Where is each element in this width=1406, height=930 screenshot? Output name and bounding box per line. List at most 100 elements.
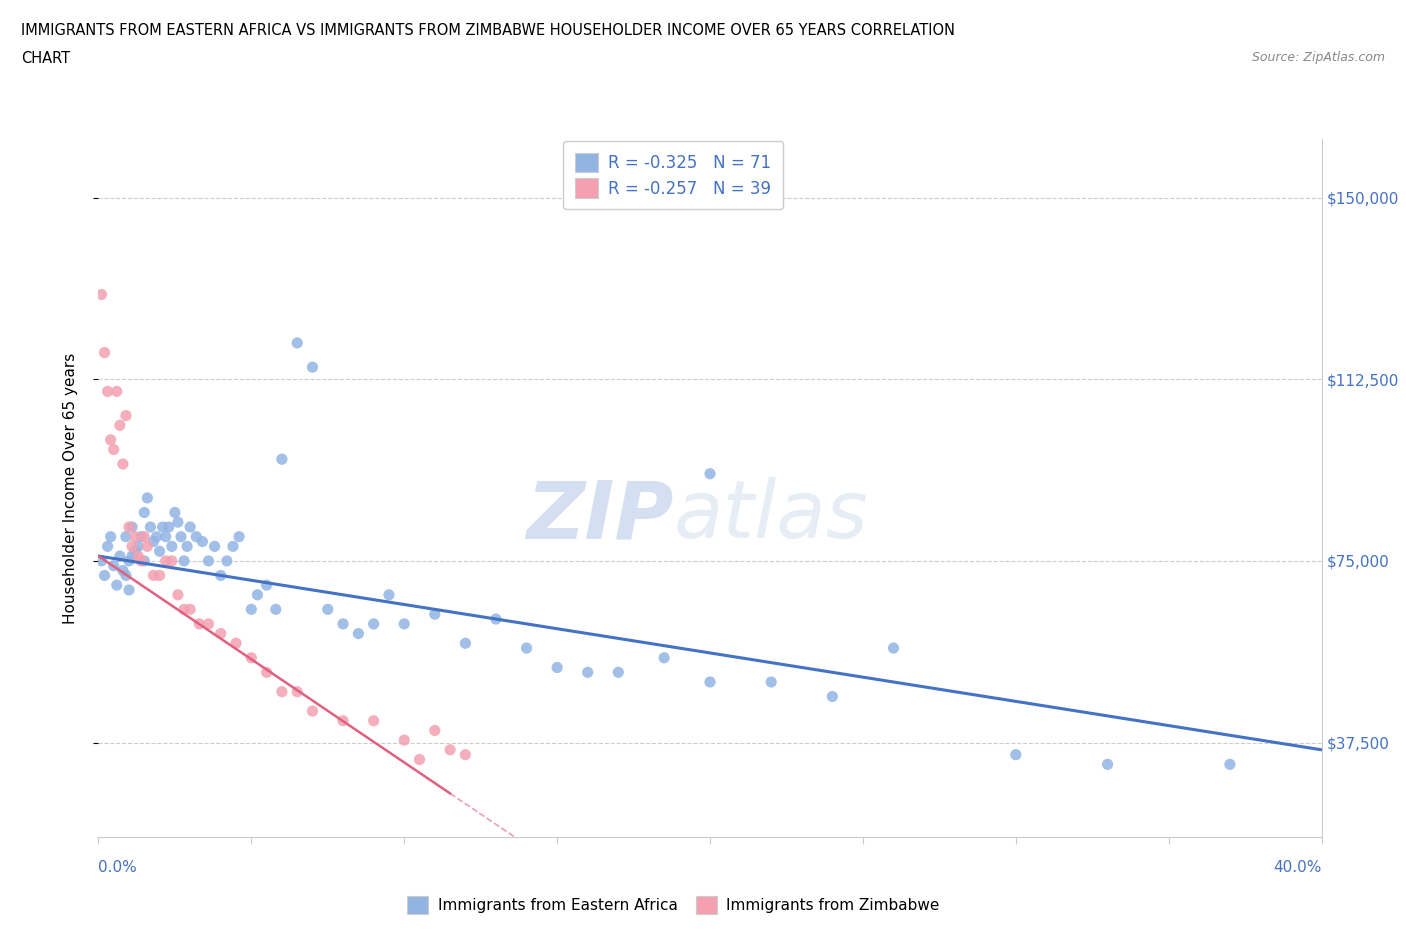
Point (546, 660, 568, 675)
Text: CHART: CHART (21, 51, 70, 66)
Point (699, 674, 721, 689)
Point (332, 713, 354, 728)
Point (347, 626, 370, 641)
Point (454, 636, 477, 651)
Point (167, 514, 190, 529)
Point (607, 665, 630, 680)
Point (115, 568, 138, 583)
Point (209, 626, 232, 641)
Point (167, 588, 190, 603)
Point (363, 617, 385, 631)
Point (240, 650, 263, 665)
Point (134, 529, 156, 544)
Point (136, 539, 159, 554)
Point (240, 602, 263, 617)
Point (222, 539, 245, 554)
Point (316, 602, 339, 617)
Point (129, 553, 152, 568)
Point (759, 674, 782, 689)
Point (105, 384, 128, 399)
Point (363, 713, 385, 728)
Point (118, 582, 141, 597)
Point (142, 534, 165, 549)
Point (115, 529, 138, 544)
Point (256, 578, 278, 592)
Point (127, 549, 149, 564)
Text: 40.0%: 40.0% (1274, 860, 1322, 875)
Point (134, 505, 156, 520)
Point (423, 606, 446, 621)
Point (699, 466, 721, 481)
Point (392, 733, 416, 748)
Point (145, 529, 167, 544)
Point (149, 568, 172, 583)
Text: Source: ZipAtlas.com: Source: ZipAtlas.com (1251, 51, 1385, 64)
Y-axis label: Householder Income Over 65 years: Householder Income Over 65 years (63, 352, 77, 624)
Point (108, 549, 131, 564)
Point (152, 520, 174, 535)
Point (142, 568, 165, 583)
Point (209, 568, 232, 583)
Point (139, 520, 162, 535)
Point (285, 336, 308, 351)
Text: atlas: atlas (673, 477, 868, 555)
Point (121, 549, 143, 564)
Point (179, 520, 201, 535)
Point (270, 684, 292, 699)
Point (108, 418, 131, 432)
Point (127, 539, 149, 554)
Point (105, 578, 128, 592)
Point (176, 539, 198, 554)
Point (163, 505, 186, 520)
Point (157, 520, 180, 535)
Legend: Immigrants from Eastern Africa, Immigrants from Zimbabwe: Immigrants from Eastern Africa, Immigran… (401, 890, 946, 920)
Point (301, 360, 323, 375)
Point (225, 636, 247, 651)
Point (118, 553, 141, 568)
Point (576, 665, 599, 680)
Point (100, 432, 122, 447)
Point (121, 520, 143, 535)
Text: ZIP: ZIP (526, 477, 673, 555)
Point (111, 564, 134, 578)
Point (392, 617, 416, 631)
Point (1004, 747, 1026, 762)
Point (215, 553, 238, 568)
Point (170, 529, 193, 544)
Point (155, 529, 177, 544)
Point (160, 539, 183, 554)
Point (179, 602, 201, 617)
Point (485, 612, 508, 627)
Point (111, 457, 134, 472)
Point (246, 588, 269, 603)
Point (191, 534, 214, 549)
Point (285, 684, 308, 699)
Point (652, 650, 675, 665)
Point (188, 617, 211, 631)
Text: 0.0%: 0.0% (98, 860, 138, 875)
Point (332, 617, 354, 631)
Point (103, 442, 125, 457)
Point (160, 553, 183, 568)
Point (155, 553, 177, 568)
Point (97, 384, 120, 399)
Point (821, 689, 844, 704)
Point (454, 747, 477, 762)
Point (103, 558, 125, 573)
Point (270, 452, 292, 467)
Point (516, 641, 538, 656)
Point (408, 752, 430, 767)
Point (197, 553, 219, 568)
Point (118, 520, 141, 535)
Point (124, 544, 146, 559)
Point (97, 539, 120, 554)
Point (301, 704, 323, 719)
Point (204, 539, 226, 554)
Point (883, 641, 905, 656)
Point (93, 568, 115, 583)
Point (173, 553, 195, 568)
Point (124, 529, 146, 544)
Point (256, 665, 278, 680)
Point (149, 544, 172, 559)
Point (121, 539, 143, 554)
